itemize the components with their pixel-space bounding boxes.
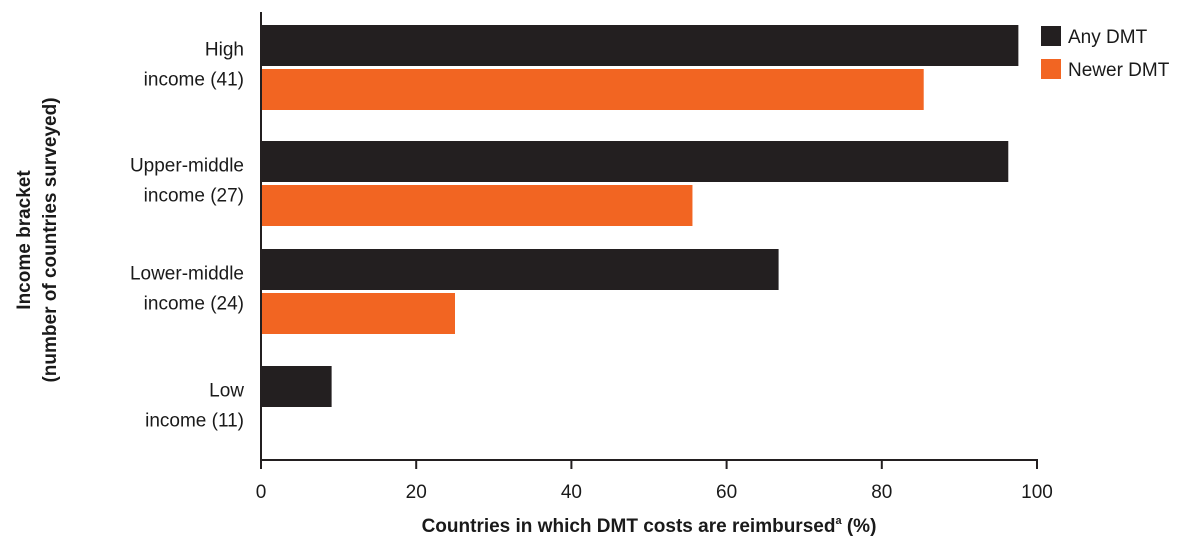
bar-newer-dmt: [262, 185, 693, 226]
x-tick-label: 100: [1021, 482, 1053, 503]
legend: Any DMT Newer DMT: [1041, 26, 1170, 81]
category-label: High income (41): [144, 40, 244, 91]
x-axis-title: Countries in which DMT costs are reimbur…: [422, 515, 877, 537]
bar-any-dmt: [262, 366, 332, 407]
bar-any-dmt: [262, 141, 1009, 182]
category-label: Lower-middle income (24): [130, 264, 244, 315]
legend-swatch: [1041, 59, 1061, 79]
x-axis-ticks: 0 20 40 60 80 100: [256, 460, 1053, 503]
y-axis-title: Income bracket (number of countries surve…: [14, 97, 61, 382]
category-label: Low income (11): [145, 381, 244, 432]
x-tick-label: 0: [256, 482, 267, 503]
bar-newer-dmt: [262, 69, 924, 110]
legend-label: Any DMT: [1068, 27, 1148, 48]
legend-swatch: [1041, 26, 1061, 46]
legend-label: Newer DMT: [1068, 60, 1170, 81]
category-label: Upper-middle income (27): [130, 156, 244, 207]
bar-any-dmt: [262, 25, 1019, 66]
x-tick-label: 80: [871, 482, 892, 503]
x-tick-label: 60: [716, 482, 737, 503]
bar-newer-dmt: [262, 293, 455, 334]
x-tick-label: 20: [406, 482, 427, 503]
x-tick-label: 40: [561, 482, 582, 503]
category-labels: High income (41) Upper-middle income (27) Lo…: [130, 40, 244, 432]
bar-any-dmt: [262, 249, 779, 290]
y-axis-title-text: Income bracket (number of countries surve…: [14, 97, 61, 382]
bars: [262, 25, 1019, 407]
